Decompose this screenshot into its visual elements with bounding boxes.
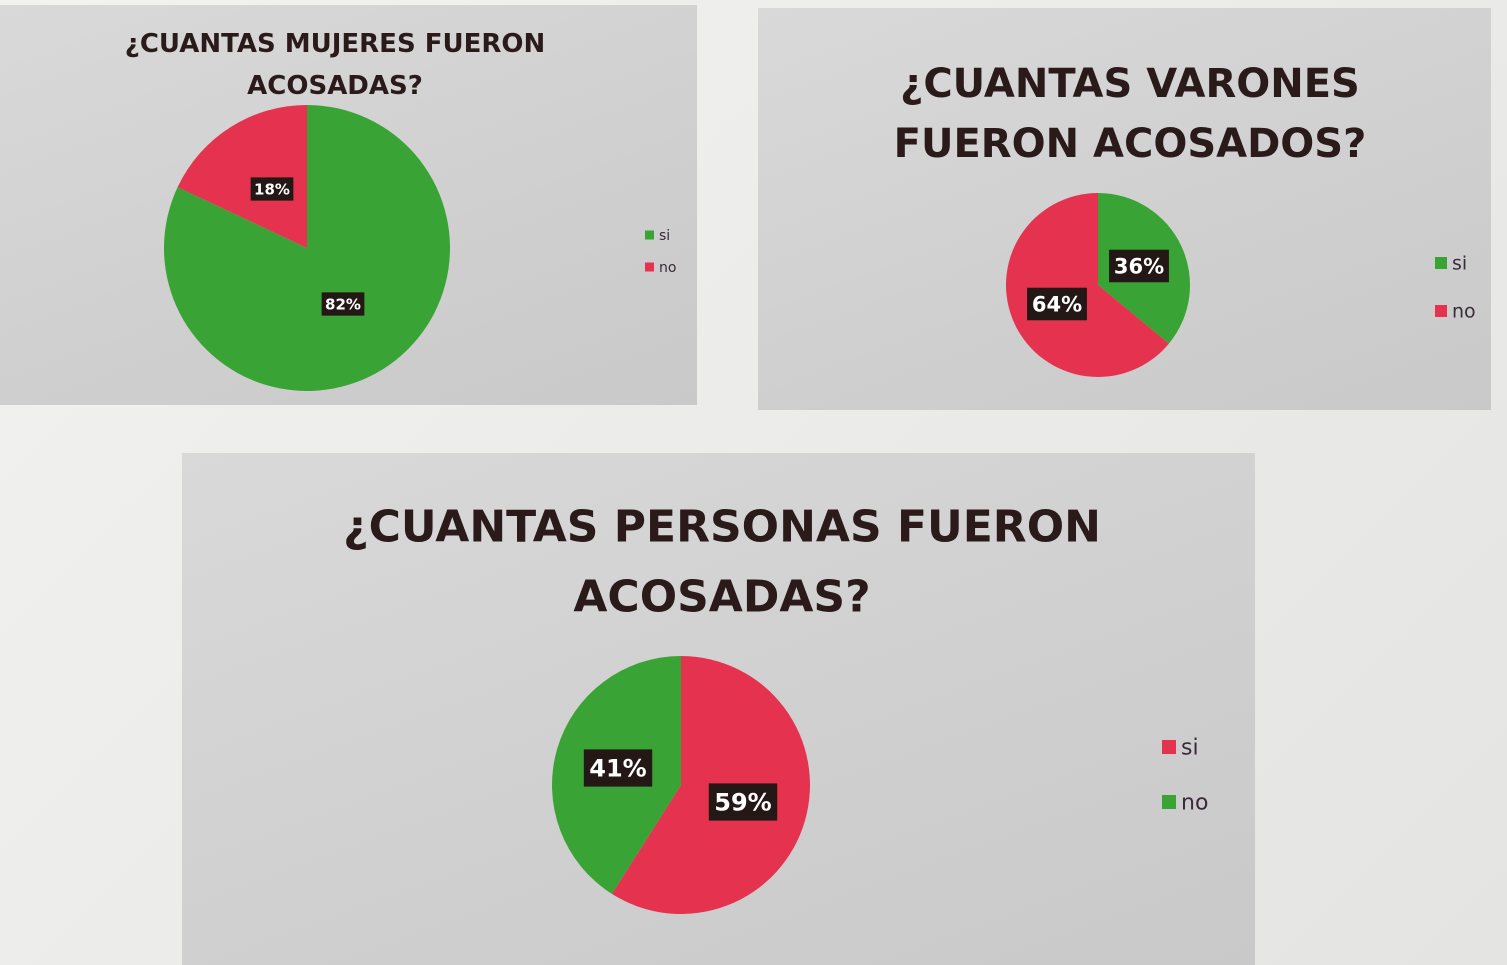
chart-title-varones-line-2: FUERON ACOSADOS? bbox=[894, 121, 1367, 167]
data-label-bg-mujeres-si bbox=[321, 292, 365, 316]
chart-title-personas-line-1: ¿CUANTAS PERSONAS FUERON bbox=[343, 501, 1101, 552]
pie-chart-varones: ¿CUANTAS VARONES FUERON ACOSADOS? 36% 64% si… bbox=[894, 61, 1476, 377]
data-label-bg-personas-no bbox=[583, 749, 653, 787]
legend-swatch-personas-no bbox=[1162, 795, 1176, 809]
legend-swatch-varones-no bbox=[1435, 305, 1447, 317]
chart-title-mujeres-line-2: ACOSADAS? bbox=[247, 71, 423, 101]
data-label-bg-varones-si bbox=[1109, 249, 1169, 283]
pie-slice-varones-no bbox=[1006, 193, 1169, 377]
chart-title-varones-line-1: ¿CUANTAS VARONES bbox=[900, 61, 1360, 107]
chart-panel-varones: ¿CUANTAS VARONES FUERON ACOSADOS? 36% 64% si… bbox=[758, 8, 1491, 410]
chart-panel-mujeres: ¿CUANTAS MUJERES FUERON ACOSADAS? 82% 18% si… bbox=[0, 5, 697, 405]
data-label-bg-mujeres-no bbox=[250, 177, 294, 201]
legend-swatch-mujeres-no bbox=[645, 262, 654, 272]
legend-label-varones-si: si bbox=[1452, 253, 1467, 275]
data-label-personas-si: 59% bbox=[714, 789, 771, 817]
data-label-personas-no: 41% bbox=[589, 755, 646, 783]
legend-swatch-personas-si bbox=[1162, 740, 1176, 754]
chart-title-mujeres-line-1: ¿CUANTAS MUJERES FUERON bbox=[125, 29, 545, 59]
legend-label-personas-no: no bbox=[1181, 791, 1208, 816]
chart-title-personas-line-2: ACOSADAS? bbox=[573, 571, 870, 622]
pie-slice-mujeres-no bbox=[177, 104, 307, 248]
legend-label-varones-no: no bbox=[1452, 301, 1476, 323]
legend-label-personas-si: si bbox=[1181, 736, 1199, 761]
data-label-varones-si: 36% bbox=[1114, 255, 1164, 279]
pie-chart-personas: ¿CUANTAS PERSONAS FUERON ACOSADAS? 59% 41% s… bbox=[343, 501, 1208, 914]
data-label-varones-no: 64% bbox=[1032, 293, 1082, 317]
legend-swatch-mujeres-si bbox=[645, 230, 654, 240]
legend-label-mujeres-si: si bbox=[659, 228, 670, 244]
chart-panel-personas: ¿CUANTAS PERSONAS FUERON ACOSADAS? 59% 41% s… bbox=[182, 453, 1255, 965]
data-label-mujeres-si: 82% bbox=[325, 295, 361, 313]
data-label-bg-personas-si bbox=[708, 783, 778, 821]
pie-chart-mujeres: ¿CUANTAS MUJERES FUERON ACOSADAS? 82% 18% si… bbox=[125, 29, 676, 391]
data-label-bg-varones-no bbox=[1027, 287, 1087, 321]
legend-swatch-varones-si bbox=[1435, 257, 1447, 269]
data-label-mujeres-no: 18% bbox=[254, 180, 290, 198]
legend-label-mujeres-no: no bbox=[659, 260, 676, 276]
